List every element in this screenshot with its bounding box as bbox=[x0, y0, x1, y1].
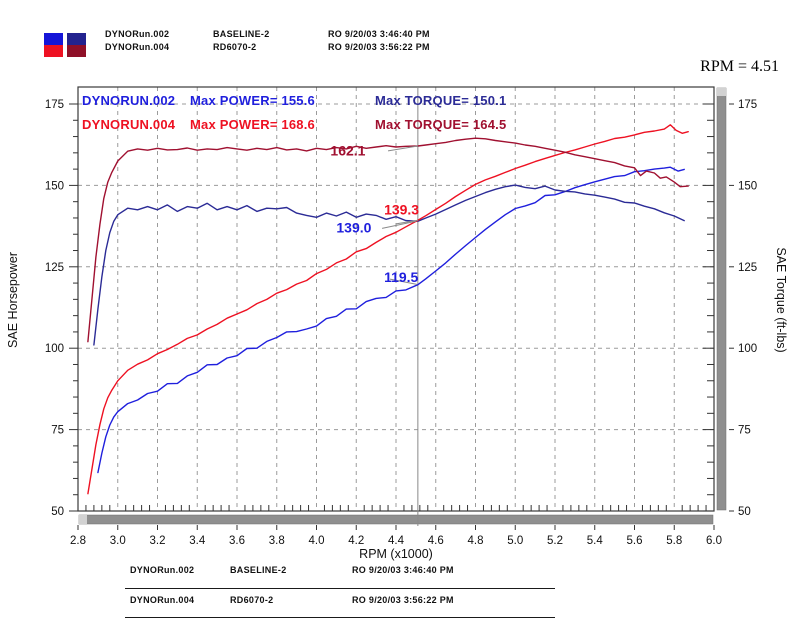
y-tick-label-left: 125 bbox=[45, 262, 64, 274]
x-tick-label: 4.2 bbox=[348, 535, 364, 547]
run-desc: BASELINE-2 bbox=[230, 565, 287, 575]
x-tick-label: 4.6 bbox=[428, 535, 444, 547]
x-tick-label: 4.8 bbox=[468, 535, 484, 547]
y-tick-label-right: 175 bbox=[738, 99, 757, 111]
y-tick-label-right: 125 bbox=[738, 262, 757, 274]
run-timestamp: RO 9/20/03 3:46:40 PM bbox=[328, 29, 430, 39]
run1-torque-swatch bbox=[67, 33, 86, 45]
x-tick-label: 3.0 bbox=[110, 535, 126, 547]
x-tick-label: 5.4 bbox=[587, 535, 604, 547]
run-file: DYNORun.004 bbox=[105, 42, 170, 52]
table-row-run004: DYNORun.004 RD6070-2 RO 9/20/03 3:56:22 … bbox=[125, 595, 555, 619]
x-tick-label: 3.8 bbox=[269, 535, 285, 547]
run2-torque-swatch bbox=[67, 45, 86, 57]
annotation-leader bbox=[387, 145, 418, 152]
annotation-value: 139.3 bbox=[384, 202, 419, 218]
tick-labels: 2.8 3.0 3.2 3.4 3.6 3.8 4.0 4.2 4.4 4.6 4.8 5.0 5.2 5… bbox=[45, 99, 757, 547]
curve-0-power bbox=[97, 166, 685, 474]
run004-max-torque: Max TORQUE= 164.5 bbox=[375, 117, 507, 132]
x-tick-label: 3.6 bbox=[229, 535, 245, 547]
annotation-value: 139.0 bbox=[336, 219, 371, 235]
y-tick-label-right: 100 bbox=[738, 343, 757, 355]
cursor-annotations: 162.1 139.3 139.0 119.5 bbox=[330, 142, 419, 285]
y-tick-label-left: 150 bbox=[45, 180, 64, 192]
run-file: DYNORun.002 bbox=[105, 29, 170, 39]
vertical-scrollbar[interactable] bbox=[716, 87, 727, 511]
run004-max-power: Max POWER= 168.6 bbox=[190, 117, 315, 132]
x-tick-label: 5.8 bbox=[666, 535, 682, 547]
curve-2-power bbox=[87, 124, 689, 495]
run-timestamp: RO 9/20/03 3:46:40 PM bbox=[352, 565, 454, 575]
run2-power-swatch bbox=[44, 45, 63, 57]
table-divider bbox=[125, 617, 555, 618]
run-file: DYNORun.004 bbox=[130, 595, 195, 605]
y-axis-title-right: SAE Torque (ft-lbs) bbox=[774, 247, 788, 352]
y-tick-label-right: 50 bbox=[738, 506, 751, 518]
x-tick-label: 3.4 bbox=[189, 535, 206, 547]
run-desc: BASELINE-2 bbox=[213, 29, 270, 39]
x-tick-label: 4.0 bbox=[309, 535, 325, 547]
x-tick-label: 3.2 bbox=[150, 535, 166, 547]
annotation-value: 119.5 bbox=[384, 269, 418, 285]
run002-maxima-row: DYNORUN.002 Max POWER= 155.6 Max TORQUE=… bbox=[0, 93, 700, 108]
axis-ticks bbox=[69, 103, 734, 530]
x-tick-label: 4.4 bbox=[388, 535, 405, 547]
vertical-scrollbar-notch bbox=[717, 88, 726, 96]
annotation-value: 162.1 bbox=[330, 142, 365, 158]
run002-max-power: Max POWER= 155.6 bbox=[190, 93, 315, 108]
run002-label: DYNORUN.002 bbox=[82, 93, 176, 108]
run002-max-torque: Max TORQUE= 150.1 bbox=[375, 93, 507, 108]
run-file: DYNORun.002 bbox=[130, 565, 195, 575]
curve-3-torque bbox=[87, 137, 689, 343]
run-timestamp: RO 9/20/03 3:56:22 PM bbox=[352, 595, 454, 605]
run-timestamp: RO 9/20/03 3:56:22 PM bbox=[328, 42, 430, 52]
annotation-leader bbox=[381, 220, 416, 229]
y-axis-title-left: SAE Horsepower bbox=[6, 252, 20, 348]
annotation-leader bbox=[395, 219, 418, 225]
annotation-leader bbox=[389, 278, 417, 285]
x-axis-title: RPM (x1000) bbox=[359, 547, 433, 561]
table-divider bbox=[125, 588, 555, 589]
x-tick-label: 5.2 bbox=[547, 535, 563, 547]
run004-maxima-row: DYNORUN.004 Max POWER= 168.6 Max TORQUE=… bbox=[0, 117, 700, 132]
cursor-rpm-readout: RPM = 4.51 bbox=[700, 58, 779, 75]
x-tick-label: 6.0 bbox=[706, 535, 722, 547]
run004-label: DYNORUN.004 bbox=[82, 117, 176, 132]
curve-1-torque bbox=[93, 184, 685, 346]
y-tick-label-left: 100 bbox=[45, 343, 64, 355]
y-tick-label-right: 75 bbox=[738, 425, 751, 437]
run-desc: RD6070-2 bbox=[230, 595, 274, 605]
y-tick-label-left: 50 bbox=[51, 506, 64, 518]
table-row-run002: DYNORun.002 BASELINE-2 RO 9/20/03 3:46:4… bbox=[125, 565, 555, 589]
grid-lines bbox=[78, 87, 714, 511]
x-tick-label: 2.8 bbox=[70, 535, 86, 547]
x-tick-label: 5.0 bbox=[507, 535, 523, 547]
horizontal-scrollbar-notch bbox=[79, 515, 87, 524]
y-tick-label-left: 75 bbox=[51, 425, 64, 437]
run-desc: RD6070-2 bbox=[213, 42, 257, 52]
horizontal-scrollbar[interactable] bbox=[78, 514, 714, 525]
y-tick-label-right: 150 bbox=[738, 180, 757, 192]
run1-power-swatch bbox=[44, 33, 63, 45]
y-tick-label-left: 175 bbox=[45, 99, 64, 111]
x-tick-label: 5.6 bbox=[627, 535, 643, 547]
